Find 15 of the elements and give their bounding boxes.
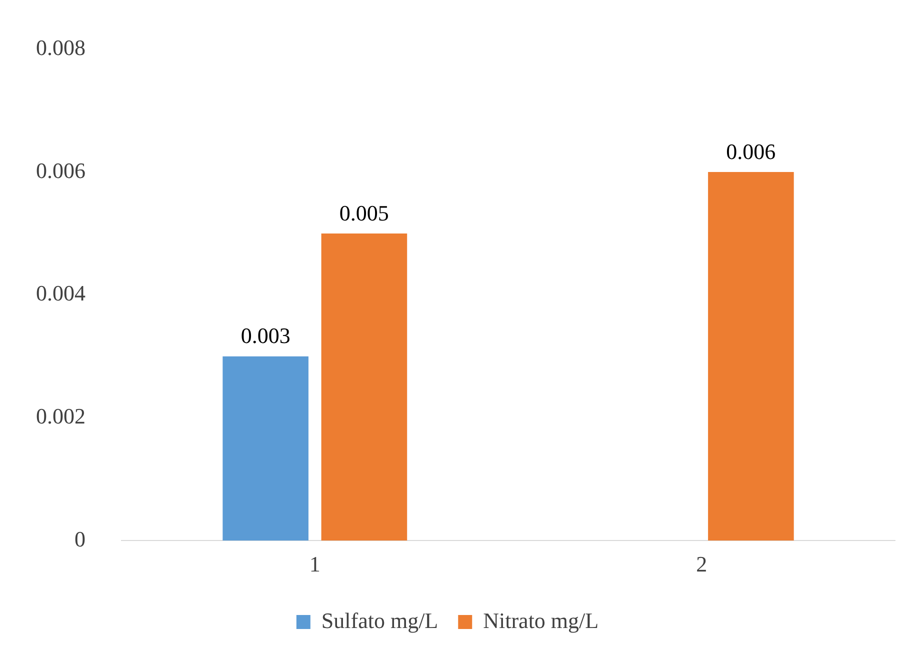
data-label: 0.006	[726, 138, 776, 164]
x-tick-label: 2	[696, 552, 708, 577]
y-tick-label: 0.002	[36, 404, 86, 429]
y-tick-label: 0.006	[36, 158, 86, 183]
data-label: 0.005	[339, 200, 389, 226]
bar	[708, 172, 794, 541]
data-label: 0.003	[240, 323, 290, 348]
y-tick-label: 0	[74, 526, 86, 552]
bar	[222, 356, 308, 541]
bar	[321, 233, 408, 541]
legend-label: Nitrato mg/L	[483, 608, 599, 633]
y-tick-label: 0.004	[36, 280, 86, 306]
x-tick-label: 1	[309, 552, 320, 577]
y-tick-label: 0.008	[36, 34, 86, 60]
legend-label: Sulfato mg/L	[321, 608, 438, 633]
